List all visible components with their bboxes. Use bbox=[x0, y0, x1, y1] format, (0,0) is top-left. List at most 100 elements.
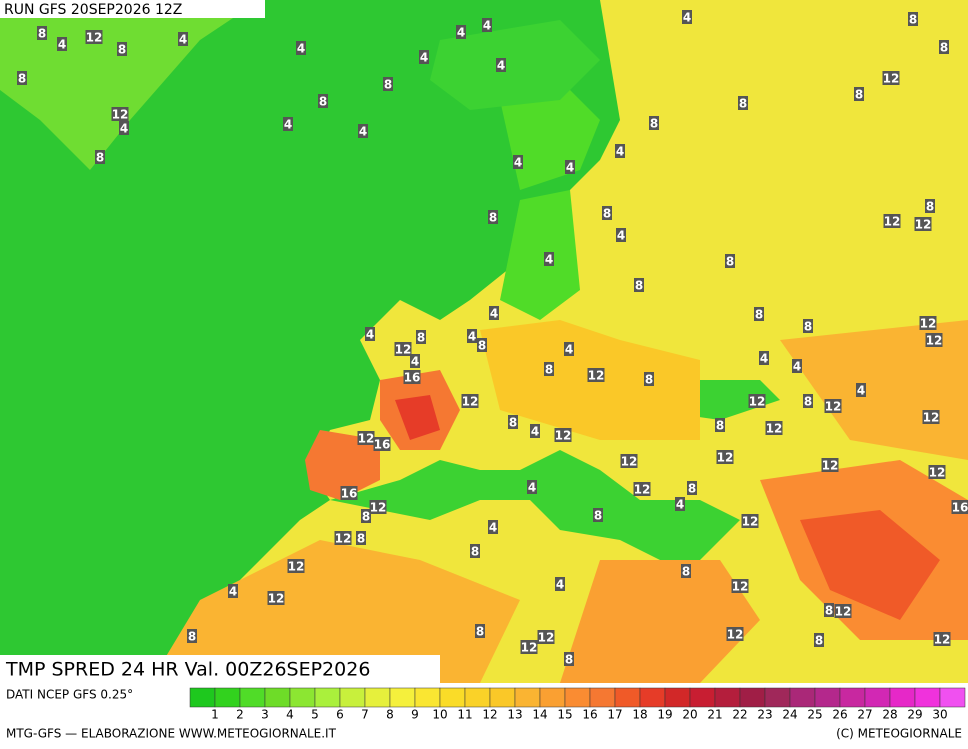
label-text: 8 bbox=[118, 43, 126, 57]
contour-label: 8 bbox=[475, 624, 485, 639]
contour-label: 8 bbox=[738, 96, 748, 111]
label-text: 12 bbox=[727, 628, 744, 642]
label-text: 8 bbox=[825, 604, 833, 618]
contour-label: 8 bbox=[939, 40, 949, 55]
label-text: 8 bbox=[755, 308, 763, 322]
contour-label: 4 bbox=[482, 18, 492, 33]
colorbar-tick-label: 28 bbox=[882, 708, 897, 722]
contour-label: 4 bbox=[496, 58, 506, 73]
contour-label: 4 bbox=[358, 124, 368, 139]
footer-left: MTG-GFS — ELABORAZIONE WWW.METEOGIORNALE… bbox=[6, 727, 337, 741]
contour-label: 4 bbox=[489, 306, 499, 321]
contour-label: 12 bbox=[749, 394, 766, 409]
colorbar-tick-label: 16 bbox=[582, 708, 597, 722]
colorbar-tick-label: 9 bbox=[411, 708, 419, 722]
label-text: 4 bbox=[617, 229, 625, 243]
colorbar-tick-label: 22 bbox=[732, 708, 747, 722]
contour-label: 8 bbox=[356, 531, 366, 546]
label-text: 4 bbox=[457, 26, 465, 40]
label-text: 8 bbox=[682, 565, 690, 579]
color-swatch bbox=[240, 688, 265, 707]
contour-label: 4 bbox=[555, 577, 565, 592]
contour-label: 12 bbox=[268, 591, 285, 606]
label-text: 8 bbox=[635, 279, 643, 293]
label-text: 12 bbox=[86, 31, 103, 45]
colorbar-tick-label: 29 bbox=[907, 708, 922, 722]
contour-label: 12 bbox=[883, 71, 900, 86]
label-text: 12 bbox=[268, 592, 285, 606]
label-text: 12 bbox=[915, 218, 932, 232]
contour-label: 12 bbox=[112, 107, 129, 122]
colorbar-tick-label: 27 bbox=[857, 708, 872, 722]
label-text: 8 bbox=[909, 13, 917, 27]
contour-label: 12 bbox=[884, 214, 901, 229]
label-text: 4 bbox=[514, 156, 522, 170]
label-text: 8 bbox=[855, 88, 863, 102]
contour-label: 12 bbox=[288, 559, 305, 574]
contour-label: 4 bbox=[119, 121, 129, 136]
contour-label: 8 bbox=[318, 94, 328, 109]
label-text: 8 bbox=[804, 395, 812, 409]
contour-label: 8 bbox=[824, 603, 834, 618]
label-text: 12 bbox=[112, 108, 129, 122]
contour-label: 4 bbox=[792, 359, 802, 374]
contour-label: 8 bbox=[544, 362, 554, 377]
label-text: 8 bbox=[96, 151, 104, 165]
map-title: TMP SPRED 24 HR Val. 00Z26SEP2026 bbox=[5, 659, 370, 681]
label-text: 8 bbox=[716, 419, 724, 433]
contour-label: 8 bbox=[416, 330, 426, 345]
label-text: 4 bbox=[483, 19, 491, 33]
label-text: 12 bbox=[358, 432, 375, 446]
contour-label: 4 bbox=[228, 584, 238, 599]
contour-label: 12 bbox=[920, 316, 937, 331]
contour-label: 8 bbox=[725, 254, 735, 269]
contour-label: 4 bbox=[283, 117, 293, 132]
contour-label: 12 bbox=[555, 428, 572, 443]
color-swatch bbox=[815, 688, 840, 707]
label-text: 12 bbox=[395, 343, 412, 357]
contour-label: 12 bbox=[358, 431, 375, 446]
colorbar-tick-label: 26 bbox=[832, 708, 847, 722]
label-text: 4 bbox=[366, 328, 374, 342]
color-swatch bbox=[340, 688, 365, 707]
contour-label: 4 bbox=[527, 480, 537, 495]
label-text: 12 bbox=[929, 466, 946, 480]
label-text: 4 bbox=[545, 253, 553, 267]
label-text: 16 bbox=[341, 487, 358, 501]
label-text: 8 bbox=[739, 97, 747, 111]
footer-right: (C) METEOGIORNALE bbox=[836, 727, 962, 741]
contour-label: 16 bbox=[952, 500, 968, 515]
colorbar-tick-label: 4 bbox=[286, 708, 294, 722]
contour-label: 12 bbox=[732, 579, 749, 594]
color-swatch bbox=[490, 688, 515, 707]
contour-label: 12 bbox=[370, 500, 387, 515]
contour-label: 12 bbox=[538, 630, 555, 645]
contour-label: 8 bbox=[488, 210, 498, 225]
label-text: 4 bbox=[284, 118, 292, 132]
contour-label: 4 bbox=[456, 25, 466, 40]
color-swatch bbox=[415, 688, 440, 707]
label-text: 8 bbox=[940, 41, 948, 55]
label-text: 12 bbox=[825, 400, 842, 414]
label-text: 4 bbox=[857, 384, 865, 398]
colorbar-tick-label: 19 bbox=[657, 708, 672, 722]
color-swatch bbox=[865, 688, 890, 707]
contour-label: 8 bbox=[17, 71, 27, 86]
contour-label: 4 bbox=[365, 327, 375, 342]
label-text: 4 bbox=[411, 355, 419, 369]
color-swatch bbox=[665, 688, 690, 707]
contour-label: 8 bbox=[470, 544, 480, 559]
label-text: 12 bbox=[923, 411, 940, 425]
label-text: 12 bbox=[749, 395, 766, 409]
color-swatch bbox=[640, 688, 665, 707]
colorbar-tick-label: 25 bbox=[807, 708, 822, 722]
label-text: 16 bbox=[374, 438, 391, 452]
label-text: 4 bbox=[58, 38, 66, 52]
color-swatch bbox=[715, 688, 740, 707]
contour-label: 8 bbox=[383, 77, 393, 92]
label-text: 12 bbox=[835, 605, 852, 619]
contour-label: 8 bbox=[117, 42, 127, 57]
label-text: 12 bbox=[766, 422, 783, 436]
color-swatch bbox=[840, 688, 865, 707]
label-text: 12 bbox=[621, 455, 638, 469]
